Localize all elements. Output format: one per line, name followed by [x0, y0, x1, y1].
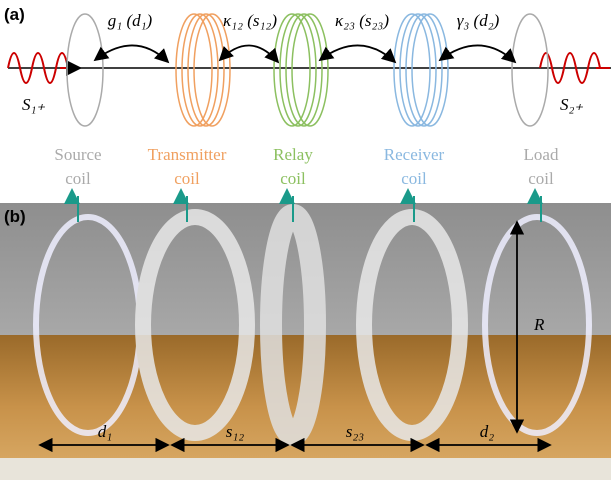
panel-label: (a): [4, 5, 25, 24]
coupling-label: κ₂₃ (s₂₃): [335, 11, 389, 30]
coil-label: coil: [65, 169, 91, 188]
output-label: S₂₊: [560, 95, 583, 114]
coil-label: Load: [524, 145, 559, 164]
coil-label: coil: [280, 169, 306, 188]
coupling-label: κ₁₂ (s₁₂): [223, 11, 277, 30]
receiver-coil: [394, 14, 448, 126]
radius-label: R: [533, 315, 545, 334]
source-coil: [67, 14, 103, 126]
distance-label: d₁: [98, 422, 112, 441]
transmitter-coil: [176, 14, 230, 126]
panel-label: (b): [4, 207, 26, 226]
input-label: S₁₊: [22, 95, 45, 114]
figure: (a) g₁ (d₁) κ₁₂ (s₁₂) κ₂₃ (s₂₃) γ₃ (d₂) …: [0, 0, 611, 480]
coupling-arrow: [440, 45, 515, 62]
distance-label: d₂: [480, 422, 495, 441]
coil-label: Source: [54, 145, 101, 164]
coil-label: Receiver: [384, 145, 445, 164]
coil-label: Relay: [273, 145, 313, 164]
coupling-label: g₁ (d₁): [108, 11, 153, 30]
coil-label: coil: [174, 169, 200, 188]
photo-ruler: [0, 458, 611, 480]
coil-label: Transmitter: [148, 145, 227, 164]
load-coil: [512, 14, 548, 126]
relay-coil: [274, 14, 328, 126]
coil-label: coil: [401, 169, 427, 188]
coupling-label: γ₃ (d₂): [457, 11, 500, 30]
coupling-arrow: [320, 45, 395, 62]
coupling-arrow: [95, 45, 168, 62]
distance-label: s₂₃: [346, 422, 365, 441]
distance-label: s₁₂: [226, 422, 245, 441]
coil-label: coil: [528, 169, 554, 188]
